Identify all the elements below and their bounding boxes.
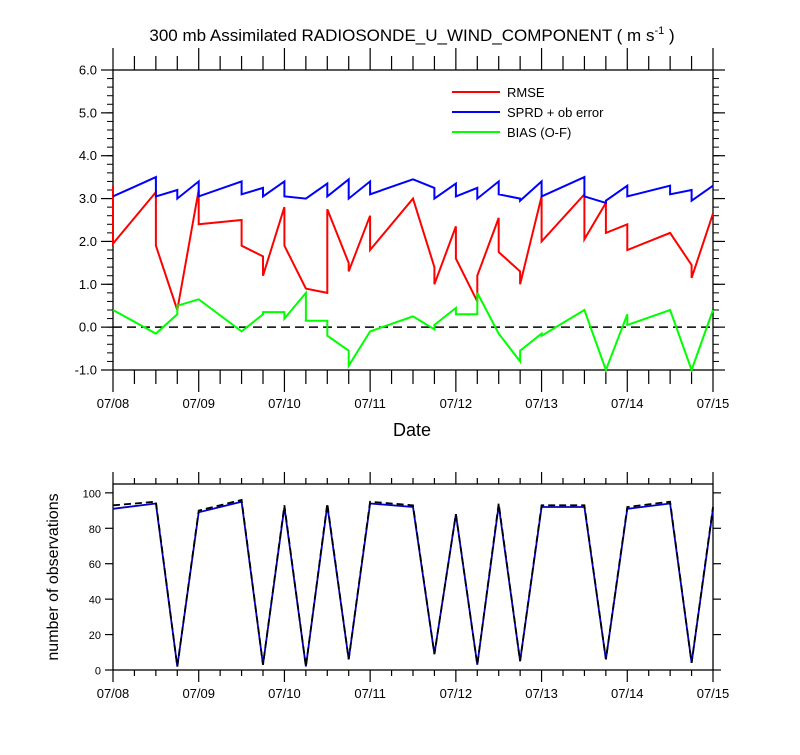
y-tick-label: 1.0 [79, 277, 97, 292]
x-tick-label: 07/09 [182, 686, 215, 701]
chart-title: 300 mb Assimilated RADIOSONDE_U_WIND_COM… [149, 25, 674, 45]
y-tick-label: 0.0 [79, 320, 97, 335]
series-line-observations-possible [112, 498, 714, 667]
x-ticks: 07/08 07/09 07/10 07/11 07/12 07/13 07/14 07/15 [97, 472, 730, 701]
x-tick-label: 07/12 [440, 396, 473, 411]
x-ticks: 07/08 07/09 07/10 07/11 07/12 07/13 07/14 07/15 [97, 48, 730, 411]
y-tick-label: 3.0 [79, 191, 97, 206]
top-x-axis-label: Date [393, 420, 431, 440]
y-tick-label: 40 [89, 595, 101, 607]
x-tick-label: 07/11 [354, 396, 386, 411]
x-tick-label: 07/13 [525, 396, 558, 411]
legend: RMSE SPRD + ob error BIAS (O-F) [452, 85, 604, 140]
y-tick-label: 0 [95, 666, 101, 678]
x-tick-label: 07/08 [97, 686, 130, 701]
legend-label: BIAS (O-F) [507, 125, 571, 140]
y-tick-label: 80 [89, 524, 101, 536]
y-tick-label: 100 [83, 488, 101, 500]
x-tick-label: 07/11 [354, 686, 386, 701]
y-ticks: -1.0 0.0 1.0 2.0 3.0 4.0 5.0 6.0 [75, 63, 725, 378]
x-tick-label: 07/08 [97, 396, 130, 411]
x-tick-label: 07/15 [697, 686, 730, 701]
y-tick-label: -1.0 [75, 363, 97, 378]
chart-title-main: 300 mb Assimilated RADIOSONDE_U_WIND_COM… [149, 26, 654, 45]
y-tick-label: 5.0 [79, 105, 97, 120]
series-line-sprd-ob-error [112, 175, 714, 205]
series-line-observations-used [112, 500, 714, 667]
x-tick-label: 07/12 [440, 686, 473, 701]
x-tick-label: 07/14 [611, 686, 644, 701]
y-tick-label: 6.0 [79, 63, 97, 78]
x-tick-label: 07/14 [611, 396, 644, 411]
y-ticks: 0 20 40 60 80 100 [83, 488, 721, 678]
series-line-bias-o-f [112, 290, 714, 373]
y-tick-label: 4.0 [79, 148, 97, 163]
bottom-panel: 07/08 07/09 07/10 07/11 07/12 07/13 07/14 07/15… [83, 472, 730, 701]
x-tick-label: 07/10 [268, 686, 301, 701]
y-tick-label: 60 [89, 559, 101, 571]
x-tick-label: 07/15 [697, 396, 730, 411]
x-tick-label: 07/13 [525, 686, 558, 701]
top-panel: 07/08 07/09 07/10 07/11 07/12 07/13 07/14 07/15… [75, 48, 730, 411]
y-tick-label: 2.0 [79, 234, 97, 249]
x-tick-label: 07/10 [268, 396, 301, 411]
x-tick-label: 07/09 [182, 396, 215, 411]
series-line-rmse [112, 185, 714, 311]
legend-label: SPRD + ob error [507, 105, 604, 120]
legend-label: RMSE [507, 85, 545, 100]
y-tick-label: 20 [89, 630, 101, 642]
chart-title-close: ) [664, 26, 674, 45]
chart-title-units-sup: -1 [654, 25, 664, 37]
bottom-y-axis-label: number of observations [45, 493, 62, 660]
